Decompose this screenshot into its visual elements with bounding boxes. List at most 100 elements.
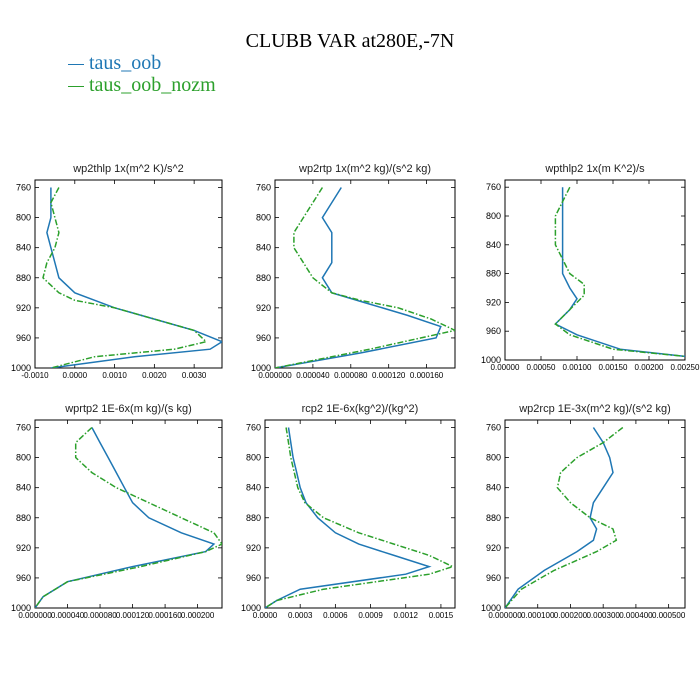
panel-5: rcp2 1E-6x(kg^2)/(kg^2) 760 800 840 880 920 96… [241,403,456,620]
plot-frame [264,419,456,609]
x-tick-label: 0.000160 [148,611,182,620]
x-tick-label: 0.00050 [527,363,556,372]
x-tick-label: 0.000160 [410,371,444,380]
y-tick-label: 920 [486,543,501,553]
plot-frame [504,179,686,361]
series-line-taus-oob [505,427,614,608]
y-tick-label: 920 [16,303,31,313]
series-line-taus-oob [275,187,442,368]
series-line-taus-oob-nozm [265,427,455,608]
y-tick-label: 960 [256,333,271,343]
y-tick-label: 880 [16,513,31,523]
x-tick-label: 0.000300 [586,611,620,620]
y-tick-label: 880 [246,513,261,523]
x-tick-label: 0.0000 [63,371,88,380]
x-tick-label: 0.0000 [253,611,278,620]
x-tick-label: 0.000500 [652,611,686,620]
x-tick-label: 0.0020 [142,371,167,380]
panel-3: wpthlp2 1x(m K^2)/s 760 800 840 880 920 960 100… [481,163,700,372]
x-tick-label: 0.0006 [323,611,348,620]
legend-swatch-blue [68,63,84,65]
series-line-taus-oob [265,427,432,608]
plot-frame [34,419,223,609]
y-tick-label: 840 [16,483,31,493]
y-tick-label: 840 [16,243,31,253]
series-line-taus-oob-nozm [42,187,208,368]
series-line-taus-oob [554,187,685,358]
y-tick-label: 760 [256,183,271,193]
y-tick-label: 960 [486,326,501,336]
y-tick-label: 760 [246,423,261,433]
x-tick-label: 0.000000 [488,611,522,620]
x-tick-label: -0.0010 [21,371,49,380]
x-tick-label: 0.000080 [334,371,368,380]
x-tick-label: 0.00100 [563,363,592,372]
panel-title: rcp2 1E-6x(kg^2)/(kg^2) [302,403,419,415]
panel-1: wp2thlp 1x(m^2 K)/s^2 760 800 840 880 920 960 1… [11,163,223,380]
x-tick-label: 0.00250 [671,363,700,372]
y-tick-label: 760 [486,182,501,192]
x-tick-label: 0.000040 [51,611,85,620]
x-tick-label: 0.000120 [372,371,406,380]
panel-title: wprtp2 1E-6x(m kg)/(s kg) [64,403,192,415]
x-tick-label: 0.0030 [182,371,207,380]
x-tick-label: 0.00000 [491,363,520,372]
panel-6: wp2rcp 1E-3x(m^2 kg)/(s^2 kg) 760 800 840 88… [481,403,686,620]
y-tick-label: 960 [246,573,261,583]
x-tick-label: 0.000000 [18,611,52,620]
x-tick-label: 0.000400 [619,611,653,620]
plot-frame [504,419,686,609]
y-tick-label: 880 [256,273,271,283]
x-tick-label: 0.0009 [358,611,383,620]
x-tick-label: 0.0010 [102,371,127,380]
figure-title: CLUBB VAR at280E,-7N [245,30,455,52]
y-tick-label: 920 [16,543,31,553]
y-tick-label: 920 [486,297,501,307]
x-tick-label: 0.000080 [83,611,117,620]
legend-item-taus-oob-nozm: taus_oob_nozm [68,74,216,97]
y-tick-label: 880 [16,273,31,283]
x-tick-label: 0.000200 [554,611,588,620]
x-tick-label: 0.000120 [116,611,150,620]
y-tick-label: 960 [486,573,501,583]
y-tick-label: 840 [486,240,501,250]
y-tick-label: 800 [16,453,31,463]
y-tick-label: 920 [256,303,271,313]
series-line-taus-oob-nozm [505,426,624,608]
legend-label: taus_oob_nozm [89,74,216,96]
panel-title: wp2rtp 1x(m^2 kg)/(s^2 kg) [298,163,431,175]
legend-swatch-green [68,85,84,87]
series-line-taus-oob-nozm [554,186,685,358]
y-tick-label: 960 [16,573,31,583]
y-tick-label: 840 [256,243,271,253]
panel-title: wp2thlp 1x(m^2 K)/s^2 [72,163,184,175]
x-tick-label: 0.000100 [521,611,555,620]
y-tick-label: 840 [246,483,261,493]
series-line-taus-oob [35,427,216,608]
panel-title: wp2rcp 1E-3x(m^2 kg)/(s^2 kg) [518,403,671,415]
y-tick-label: 960 [16,333,31,343]
x-tick-label: 0.00200 [635,363,664,372]
panel-2: wp2rtp 1x(m^2 kg)/(s^2 kg) 760 800 840 880 92… [251,163,456,380]
y-tick-label: 800 [486,453,501,463]
x-tick-label: 0.00150 [599,363,628,372]
y-tick-label: 1000 [251,363,271,373]
y-tick-label: 1000 [241,603,261,613]
x-tick-label: 0.000000 [258,371,292,380]
y-tick-label: 800 [486,211,501,221]
plot-frame [274,179,456,369]
y-tick-label: 760 [486,423,501,433]
x-tick-label: 0.000200 [181,611,215,620]
y-tick-label: 800 [246,453,261,463]
y-tick-label: 1000 [11,363,31,373]
y-tick-label: 840 [486,483,501,493]
panel-4: wprtp2 1E-6x(m kg)/(s kg) 760 800 840 880 920… [11,403,223,620]
panel-title: wpthlp2 1x(m K^2)/s [544,163,645,175]
y-tick-label: 1000 [481,603,501,613]
y-tick-label: 760 [16,183,31,193]
y-tick-label: 1000 [481,355,501,365]
x-tick-label: 0.0015 [429,611,454,620]
legend-item-taus-oob: taus_oob [68,52,161,75]
y-tick-label: 880 [486,513,501,523]
